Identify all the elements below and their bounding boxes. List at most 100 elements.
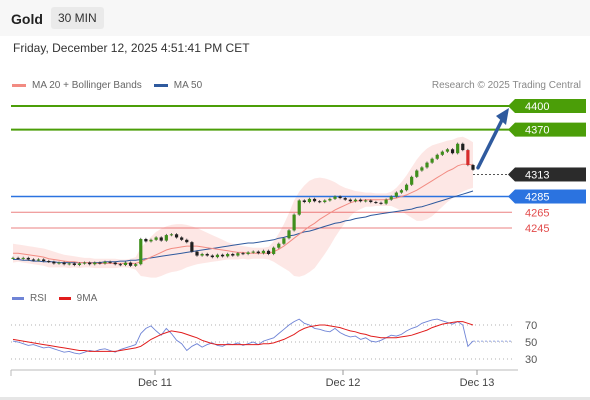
candle-body [343, 198, 347, 200]
candle-body [36, 259, 41, 261]
candle-body [445, 149, 450, 152]
candle-body [251, 251, 255, 253]
candle-body [31, 259, 36, 261]
rsi-tick-label-30: 30 [525, 354, 537, 366]
candle-body [328, 198, 332, 201]
projection-arrow-head [496, 108, 509, 125]
candle-body [169, 234, 174, 236]
candle-body [93, 262, 97, 265]
candle-body [369, 200, 373, 203]
candle-body [108, 261, 112, 263]
candle-body [88, 262, 92, 265]
level-label-4245: 4245 [525, 223, 549, 235]
bottom-border [0, 397, 590, 400]
candle-body [134, 264, 138, 266]
candle-body [471, 165, 475, 170]
candle-body [215, 254, 220, 258]
legend-item-9ma: 9MA [58, 293, 98, 304]
candle-body [164, 235, 168, 241]
candle-body [323, 200, 327, 203]
candle-body [404, 184, 409, 191]
level-tag-4370 [515, 122, 586, 137]
candle-body [256, 251, 260, 254]
candle-body [113, 262, 117, 265]
candle-body [394, 192, 398, 197]
legend-item-ma20: MA 20 + Bollinger Bands [12, 80, 142, 91]
candle-body [292, 214, 296, 231]
candle-body [185, 239, 189, 243]
level-tag-4400 [515, 99, 586, 113]
rsi-legend: RSI 9MA [12, 293, 109, 304]
candle-body [282, 238, 286, 244]
candle-body [180, 237, 184, 240]
candle-body [62, 262, 66, 265]
time-tick-label: Dec 11 [138, 377, 172, 389]
candle-body [399, 190, 404, 193]
level-tag-4313 [515, 167, 586, 182]
candle-body [52, 261, 56, 264]
candle-body [466, 150, 470, 166]
candle-body [358, 199, 363, 202]
candle-body [246, 252, 250, 254]
candle-body [287, 230, 291, 239]
timeframe-selector[interactable]: 30 MIN [51, 7, 104, 29]
candle-body [226, 253, 230, 257]
level-tag-arrow-4313 [508, 167, 515, 182]
level-label-4285: 4285 [525, 192, 549, 204]
candle-body [261, 250, 266, 254]
candle-body [149, 239, 153, 242]
candle-body [190, 242, 194, 252]
rsi-tick-label-50: 50 [525, 337, 537, 349]
candle-body [440, 151, 444, 155]
candle-body [16, 257, 20, 259]
candle-body [118, 264, 122, 266]
candle-body [231, 253, 235, 256]
candle-body [297, 200, 301, 215]
candle-body [374, 202, 378, 204]
candle-body [379, 202, 383, 204]
candle-body [195, 251, 199, 256]
candle-body [200, 253, 204, 256]
candle-body [410, 176, 414, 185]
candle-body [425, 162, 429, 168]
legend-label-9ma: 9MA [76, 293, 98, 304]
candle-body [42, 259, 46, 262]
candle-body [236, 253, 240, 256]
candle-body [47, 261, 51, 263]
candle-body [384, 199, 388, 204]
rsi-line [12, 318, 474, 355]
candle-body [82, 262, 87, 264]
candle-body [57, 262, 61, 264]
candle-body [241, 253, 245, 255]
ma9-swatch [58, 297, 71, 300]
candle-body [21, 257, 25, 259]
candle-body [103, 261, 107, 264]
candle-body [26, 257, 30, 260]
rsi-swatch [12, 297, 24, 300]
candle-body [128, 262, 133, 266]
candle-body [389, 196, 393, 200]
candle-body [72, 263, 76, 265]
candle-body [174, 234, 179, 238]
candle-body [333, 196, 337, 199]
ma50-swatch [153, 84, 168, 87]
candle-body [307, 198, 312, 203]
candle-body [353, 199, 358, 202]
rsi-tick-label-70: 70 [525, 320, 537, 332]
rsi-ma9-line [12, 321, 474, 352]
level-tag-arrow-4370 [508, 122, 515, 137]
candle-body [435, 154, 439, 159]
legend-label-ma50: MA 50 [173, 80, 203, 91]
time-tick-label: Dec 13 [460, 377, 495, 389]
candle-body [154, 237, 158, 240]
symbol-title: Gold [11, 11, 43, 27]
candle-body [302, 200, 306, 203]
candle-body [348, 199, 352, 202]
candle-body [456, 143, 460, 154]
bollinger-band [13, 136, 473, 278]
candle-body [461, 143, 465, 151]
level-tag-arrow-4400 [508, 99, 515, 113]
time-tick-label: Dec 12 [326, 377, 361, 389]
